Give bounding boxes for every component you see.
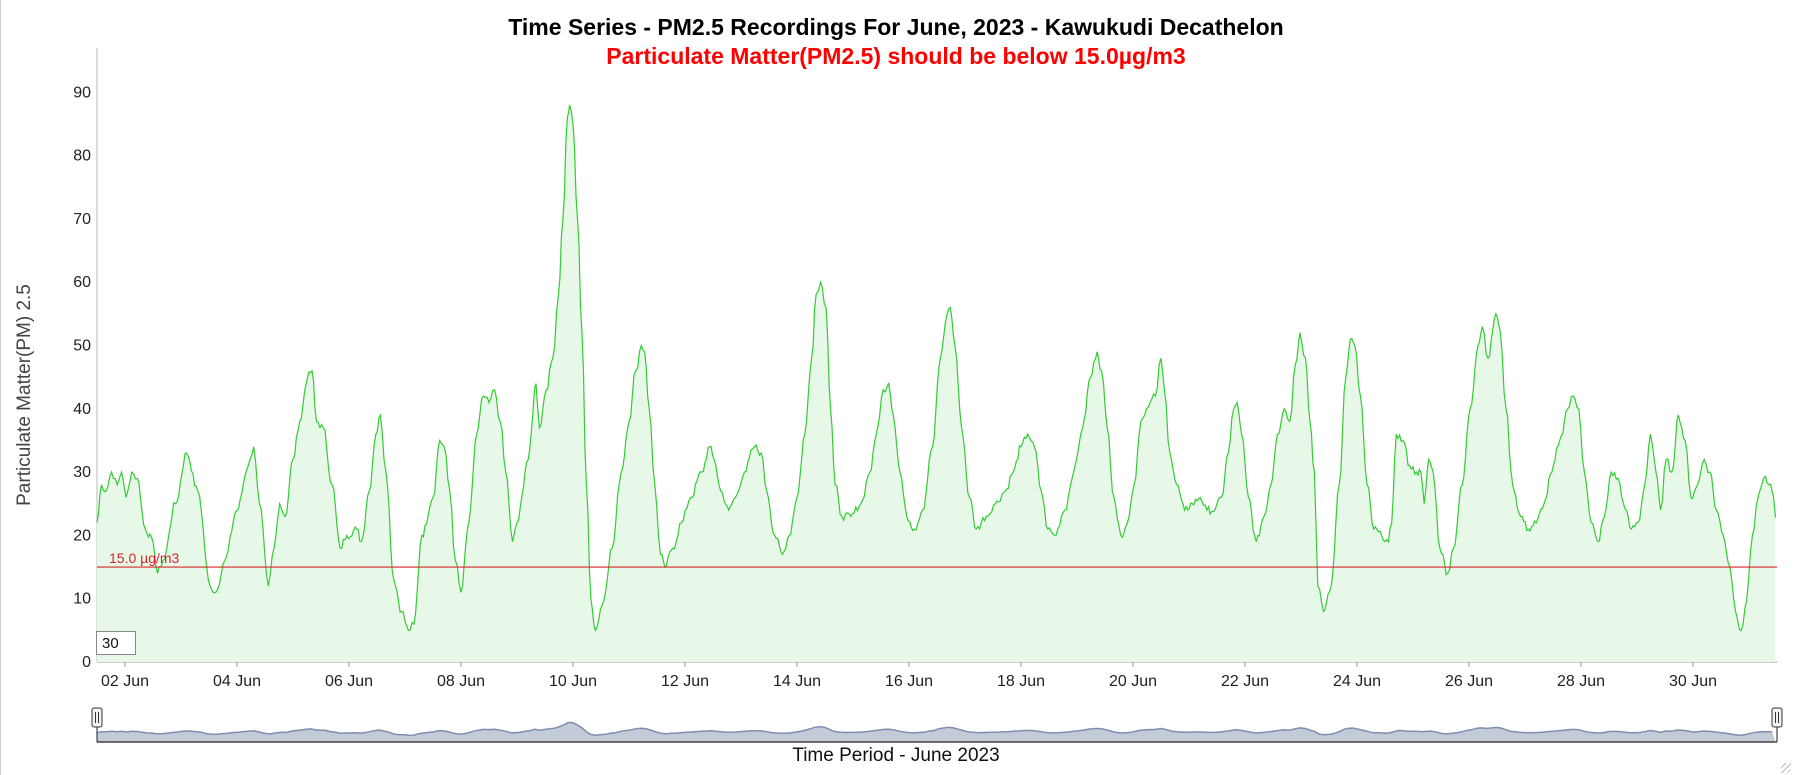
y-tick-label: 90 bbox=[73, 84, 91, 101]
y-axis-ticks: 0 10 20 30 40 50 60 70 80 90 bbox=[73, 84, 91, 671]
x-axis-ticks: 02 Jun 04 Jun 06 Jun 08 Jun 10 Jun 12 Jun 14 J… bbox=[101, 662, 1717, 690]
threshold-label: 15.0 µg/m3 bbox=[109, 550, 180, 566]
rolling-average-input[interactable]: 30 bbox=[96, 631, 136, 655]
y-tick-label: 70 bbox=[73, 211, 91, 228]
range-navigator[interactable] bbox=[91, 707, 1783, 743]
y-tick-label: 20 bbox=[73, 527, 91, 544]
x-tick-label: 16 Jun bbox=[885, 673, 933, 690]
x-tick-label: 26 Jun bbox=[1445, 673, 1493, 690]
plot-area[interactable]: 0 10 20 30 40 50 60 70 80 90 02 Jun 04 Jun 06 Jun 08… bbox=[73, 48, 1777, 690]
navigator-right-handle[interactable] bbox=[1771, 707, 1783, 728]
x-tick-label: 10 Jun bbox=[549, 673, 597, 690]
x-tick-label: 30 Jun bbox=[1669, 673, 1717, 690]
chart-title: Time Series - PM2.5 Recordings For June,… bbox=[508, 14, 1283, 40]
navigator-left-handle[interactable] bbox=[91, 707, 103, 728]
y-tick-label: 30 bbox=[73, 464, 91, 481]
x-tick-label: 06 Jun bbox=[325, 673, 373, 690]
x-tick-label: 28 Jun bbox=[1557, 673, 1605, 690]
x-tick-label: 24 Jun bbox=[1333, 673, 1381, 690]
x-tick-label: 14 Jun bbox=[773, 673, 821, 690]
y-tick-label: 60 bbox=[73, 274, 91, 291]
y-tick-label: 0 bbox=[82, 654, 91, 671]
resize-grip-icon[interactable] bbox=[1781, 763, 1791, 773]
pm25-series-line bbox=[96, 104, 1777, 633]
y-tick-label: 40 bbox=[73, 401, 91, 418]
y-tick-label: 10 bbox=[73, 591, 91, 608]
x-tick-label: 04 Jun bbox=[213, 673, 261, 690]
page-left-border bbox=[0, 0, 1, 775]
y-axis-label: Particulate Matter(PM) 2.5 bbox=[14, 284, 35, 506]
navigator-series-line bbox=[96, 721, 1773, 737]
navigator-series-fill bbox=[97, 722, 1776, 742]
y-tick-label: 80 bbox=[73, 148, 91, 165]
y-tick-label: 50 bbox=[73, 338, 91, 355]
pm25-area-fill bbox=[97, 105, 1776, 662]
x-tick-label: 08 Jun bbox=[437, 673, 485, 690]
x-tick-label: 22 Jun bbox=[1221, 673, 1269, 690]
x-tick-label: 20 Jun bbox=[1109, 673, 1157, 690]
chart-subtitle: Particulate Matter(PM2.5) should be belo… bbox=[606, 43, 1185, 69]
x-tick-label: 18 Jun bbox=[997, 673, 1045, 690]
x-axis-title: Time Period - June 2023 bbox=[792, 745, 999, 766]
x-tick-label: 02 Jun bbox=[101, 673, 149, 690]
x-tick-label: 12 Jun bbox=[661, 673, 709, 690]
